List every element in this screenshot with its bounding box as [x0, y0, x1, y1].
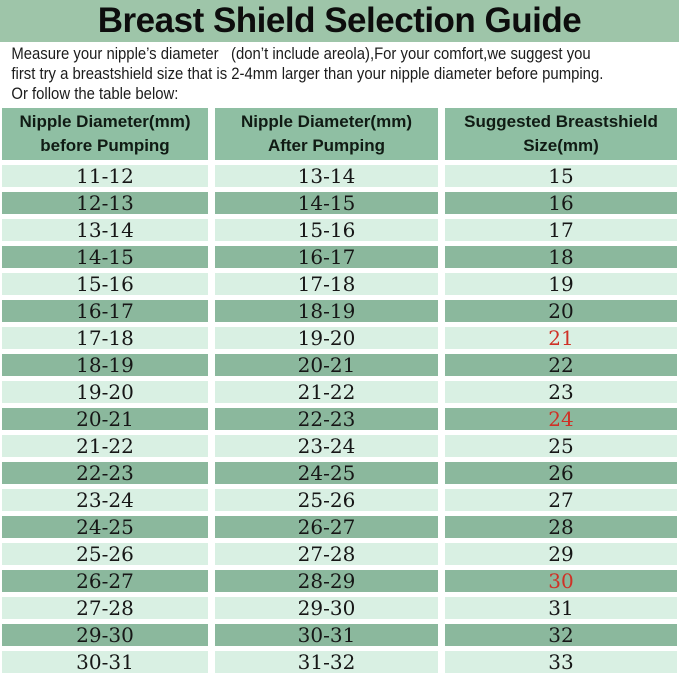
cell-after-pumping: 30-31: [215, 624, 438, 646]
cell-before-pumping: 13-14: [2, 219, 208, 241]
header-size-line-2: Size(mm): [523, 136, 599, 155]
cell-suggested-size: 24: [445, 408, 677, 430]
cell-after-pumping: 29-30: [215, 597, 438, 619]
intro-text: Measure your nipple’s diameter (don’t in…: [0, 42, 676, 104]
cell-after-pumping: 31-32: [215, 651, 438, 673]
cell-before-pumping: 23-24: [2, 489, 208, 511]
cell-suggested-size: 31: [445, 597, 677, 619]
cell-before-pumping: 12-13: [2, 192, 208, 214]
cell-suggested-size: 33: [445, 651, 677, 673]
cell-suggested-size: 26: [445, 462, 677, 484]
cell-after-pumping: 27-28: [215, 543, 438, 565]
header-before-line-2: before Pumping: [40, 136, 170, 155]
cell-after-pumping: 22-23: [215, 408, 438, 430]
selection-table: Nipple Diameter(mm) before Pumping Nippl…: [2, 108, 677, 673]
cell-after-pumping: 15-16: [215, 219, 438, 241]
cell-suggested-size: 15: [445, 165, 677, 187]
cell-suggested-size: 17: [445, 219, 677, 241]
cell-after-pumping: 25-26: [215, 489, 438, 511]
cell-before-pumping: 21-22: [2, 435, 208, 457]
cell-before-pumping: 17-18: [2, 327, 208, 349]
header-after-line-2: After Pumping: [267, 136, 386, 155]
cell-before-pumping: 25-26: [2, 543, 208, 565]
cell-suggested-size: 32: [445, 624, 677, 646]
cell-suggested-size: 21: [445, 327, 677, 349]
title-band: Breast Shield Selection Guide: [0, 0, 679, 42]
cell-suggested-size: 16: [445, 192, 677, 214]
cell-suggested-size: 28: [445, 516, 677, 538]
cell-after-pumping: 18-19: [215, 300, 438, 322]
header-after-line-1: Nipple Diameter(mm): [241, 112, 412, 131]
cell-after-pumping: 14-15: [215, 192, 438, 214]
cell-before-pumping: 14-15: [2, 246, 208, 268]
intro-line-3: Or follow the table below:: [11, 84, 179, 103]
cell-after-pumping: 16-17: [215, 246, 438, 268]
cell-after-pumping: 17-18: [215, 273, 438, 295]
header-size-line-1: Suggested Breastshield: [464, 112, 658, 131]
cell-after-pumping: 19-20: [215, 327, 438, 349]
cell-suggested-size: 30: [445, 570, 677, 592]
cell-before-pumping: 29-30: [2, 624, 208, 646]
cell-before-pumping: 20-21: [2, 408, 208, 430]
page-title: Breast Shield Selection Guide: [97, 1, 582, 40]
cell-after-pumping: 13-14: [215, 165, 438, 187]
cell-suggested-size: 20: [445, 300, 677, 322]
cell-suggested-size: 18: [445, 246, 677, 268]
cell-after-pumping: 21-22: [215, 381, 438, 403]
cell-suggested-size: 19: [445, 273, 677, 295]
cell-after-pumping: 28-29: [215, 570, 438, 592]
cell-before-pumping: 24-25: [2, 516, 208, 538]
cell-suggested-size: 27: [445, 489, 677, 511]
cell-suggested-size: 29: [445, 543, 677, 565]
cell-after-pumping: 24-25: [215, 462, 438, 484]
header-before-line-1: Nipple Diameter(mm): [19, 112, 191, 131]
cell-before-pumping: 26-27: [2, 570, 208, 592]
cell-before-pumping: 11-12: [2, 165, 208, 187]
header-after-pumping: Nipple Diameter(mm) After Pumping: [215, 108, 438, 160]
intro-line-1: Measure your nipple’s diameter (don’t in…: [11, 44, 591, 63]
cell-before-pumping: 27-28: [2, 597, 208, 619]
cell-before-pumping: 18-19: [2, 354, 208, 376]
header-suggested-size: Suggested Breastshield Size(mm): [445, 108, 677, 160]
cell-before-pumping: 15-16: [2, 273, 208, 295]
intro-line-2: first try a breastshield size that is 2-…: [11, 64, 604, 83]
cell-suggested-size: 25: [445, 435, 677, 457]
cell-before-pumping: 19-20: [2, 381, 208, 403]
cell-after-pumping: 20-21: [215, 354, 438, 376]
cell-before-pumping: 30-31: [2, 651, 208, 673]
cell-before-pumping: 16-17: [2, 300, 208, 322]
cell-before-pumping: 22-23: [2, 462, 208, 484]
cell-after-pumping: 23-24: [215, 435, 438, 457]
cell-suggested-size: 23: [445, 381, 677, 403]
cell-suggested-size: 22: [445, 354, 677, 376]
cell-after-pumping: 26-27: [215, 516, 438, 538]
header-before-pumping: Nipple Diameter(mm) before Pumping: [2, 108, 208, 160]
